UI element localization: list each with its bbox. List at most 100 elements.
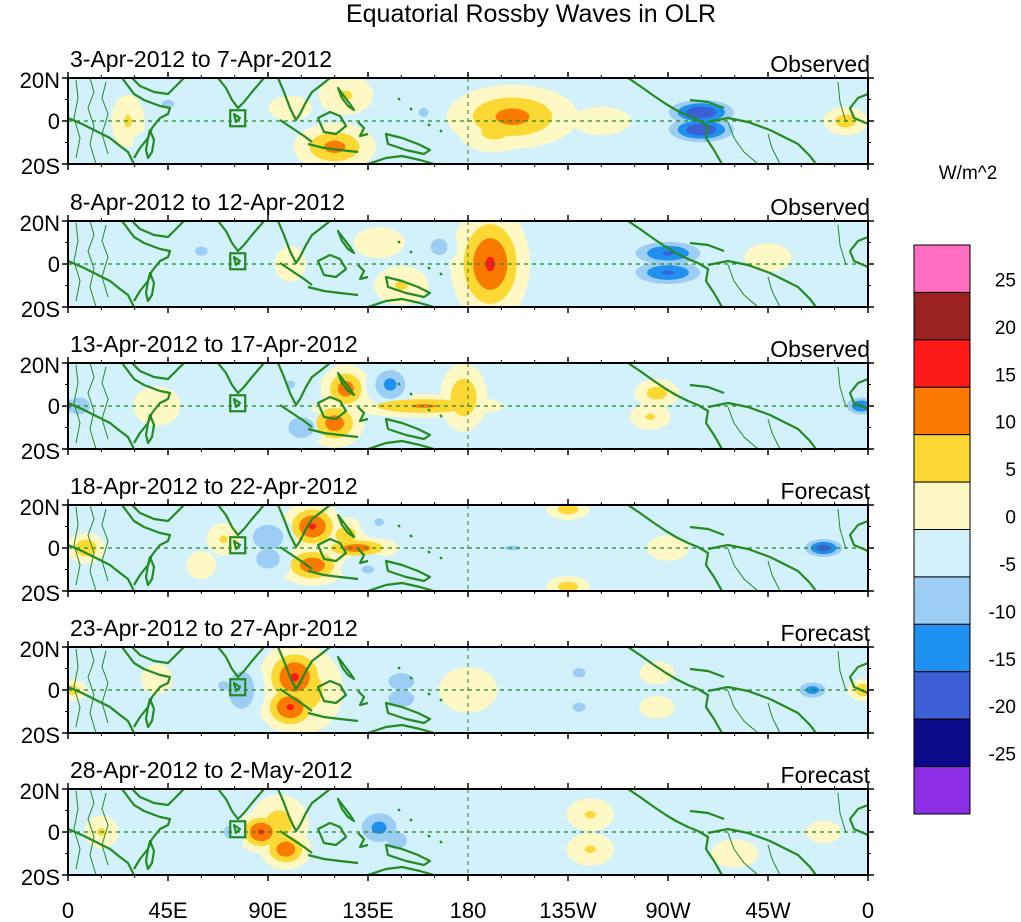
panel-kind-label: Forecast	[781, 478, 871, 504]
coastline	[279, 262, 313, 286]
field-contour	[495, 108, 530, 125]
country-border	[87, 647, 97, 733]
field-contour	[504, 545, 521, 551]
coastline	[316, 253, 348, 279]
coastline	[439, 698, 443, 702]
coastline	[217, 78, 265, 110]
coastline	[427, 408, 431, 412]
field-contour	[386, 832, 408, 849]
coastline	[689, 667, 725, 679]
country-border	[837, 792, 847, 834]
coastline	[279, 404, 313, 428]
coastline	[144, 839, 156, 871]
field-contour	[1011, 806, 1021, 858]
country-border	[73, 506, 81, 586]
coastline	[357, 264, 369, 281]
colorbar-label: -20	[989, 697, 1016, 718]
coastline	[848, 519, 868, 553]
coastline	[144, 413, 156, 445]
field-contour	[557, 581, 579, 591]
colorbar-label: -5	[999, 555, 1016, 576]
coastline	[279, 830, 313, 854]
coastlines	[68, 789, 868, 875]
field-contour	[974, 231, 1021, 270]
colorbar-label: 5	[1005, 460, 1016, 481]
country-border	[101, 650, 109, 724]
panel-date-range: 13-Apr-2012 to 17-Apr-2012	[70, 331, 358, 357]
coastline	[217, 505, 265, 537]
field-contour	[995, 246, 1008, 255]
x-tick-label: 0	[62, 898, 74, 922]
coastline	[707, 259, 817, 307]
coastline	[439, 840, 443, 844]
country-border	[87, 78, 97, 164]
x-tick-label: 135W	[539, 898, 597, 922]
y-tick-label: 20N	[20, 68, 60, 93]
field-contour	[584, 845, 596, 854]
coastline	[68, 116, 135, 164]
coastline	[707, 116, 817, 164]
field-contour	[584, 810, 596, 819]
coastline	[397, 524, 401, 528]
coastline	[689, 383, 725, 395]
coastline	[689, 809, 725, 821]
colorbar-swatch	[913, 481, 971, 531]
coastline	[427, 550, 431, 554]
region-box	[229, 394, 247, 413]
coastline	[357, 121, 369, 138]
colorbar-swatch	[913, 244, 971, 293]
field-contour	[933, 128, 980, 156]
coastline	[357, 832, 369, 849]
panel-kind-label: Observed	[770, 336, 870, 362]
panel: 20N 0 20S 13-Apr-2012 to 17-Apr-2012 Observe…	[20, 331, 874, 464]
field-contour	[361, 565, 375, 574]
colorbar-label: 20	[995, 318, 1016, 339]
panel-kind-label: Forecast	[781, 762, 871, 788]
coastline	[397, 808, 401, 812]
field-contour	[299, 557, 325, 573]
field-contour	[481, 123, 509, 140]
coastline	[697, 404, 723, 449]
country-border	[767, 133, 781, 164]
colorbar-swatch	[913, 291, 971, 341]
panel-date-range: 28-Apr-2012 to 2-May-2012	[70, 757, 353, 783]
panel: 20N 0 20S 23-Apr-2012 to 27-Apr-2012 Forecas…	[20, 615, 874, 748]
coastline	[279, 688, 313, 712]
panel: 20N 0 20S 28-Apr-2012 to 2-May-2012 Forecast	[20, 757, 1021, 890]
coastline	[409, 818, 413, 822]
y-tick-label: 0	[48, 820, 60, 845]
country-border	[73, 79, 81, 159]
field-contour	[639, 695, 675, 719]
country-border	[767, 276, 781, 307]
coastline	[217, 363, 265, 395]
colorbar-swatch	[913, 766, 971, 815]
field-contour	[686, 123, 717, 136]
field-contour	[374, 518, 384, 527]
field-contour	[11, 542, 37, 555]
country-border	[767, 844, 781, 875]
panel-date-range: 23-Apr-2012 to 27-Apr-2012	[70, 615, 358, 641]
y-tick-label: 20S	[21, 297, 60, 322]
coastline	[384, 132, 432, 156]
x-tick-label: 90W	[645, 898, 690, 922]
coastline	[689, 241, 725, 253]
colorbar-swatch	[913, 671, 971, 720]
coastline	[316, 110, 348, 136]
y-tick-label: 20N	[20, 495, 60, 520]
field-contour	[276, 841, 296, 857]
coastline	[276, 363, 331, 407]
field-contour	[371, 821, 387, 834]
x-tick-label: 180	[450, 898, 487, 922]
field-contour	[186, 550, 217, 580]
colorbar: W/m^2 25 20 15 10 5 0 -5 -10 -15 -20 -25	[913, 163, 1016, 815]
x-tick-label: 135E	[342, 898, 393, 922]
colorbar-swatch	[913, 529, 971, 578]
coastline	[131, 221, 185, 239]
coastline	[307, 853, 359, 865]
coastline	[439, 414, 443, 418]
coastline	[307, 427, 359, 439]
coastline	[848, 803, 868, 837]
y-tick-label: 20S	[21, 439, 60, 464]
